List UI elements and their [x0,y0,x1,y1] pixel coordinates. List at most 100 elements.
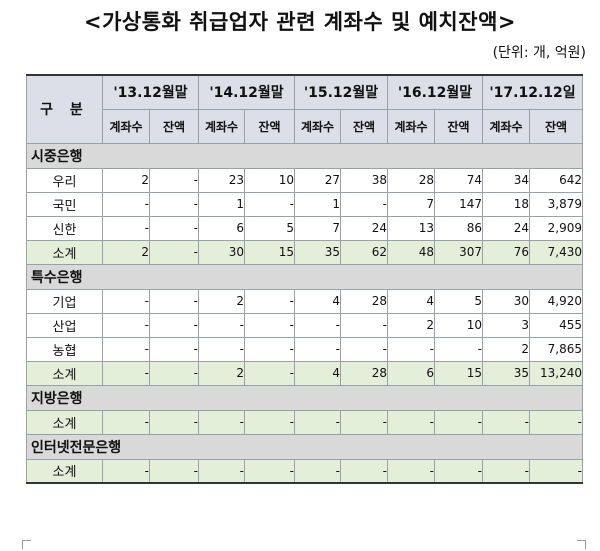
account-count-cell: - [102,215,150,241]
bank-label: 농협 [26,336,103,362]
section-row: 특수은행 [25,263,584,290]
account-count-cell: 23 [198,167,245,193]
subtotal-row: 소계 - - - - - - - - - - [26,458,584,484]
balance-cell: - [149,312,199,338]
account-count-cell: 6 [198,215,245,241]
balance-cell: 74 [434,167,483,193]
balance-cell: 15 [244,239,295,265]
balance-cell: - [149,360,199,386]
balance-cell: - [149,288,199,314]
balance-cell: - [149,167,199,193]
account-count-cell: 1 [294,191,341,217]
account-count-cell: - [294,336,341,362]
account-count-cell: 2 [198,360,245,386]
account-count-cell: - [482,458,530,484]
balance-cell: - [340,191,388,217]
subtotal-label: 소계 [26,239,103,265]
balance-cell: - [434,336,483,362]
section-title: 시중은행 [25,142,584,169]
balance-cell: 2,909 [528,215,584,241]
balance-cell: - [340,458,388,484]
account-count-cell: 3 [482,312,530,338]
balance-cell: 7,865 [528,336,584,362]
balance-cell: - [340,312,388,338]
table-row: 기업 - -2-4 28 4 5 30 4,920 [26,288,584,314]
account-count-cell: 13 [387,215,435,241]
balance-cell: 642 [528,167,584,193]
account-count-cell: - [294,409,341,435]
balance-cell: - [528,458,584,484]
account-count-cell: 4 [387,288,435,314]
balance-subheader: 잔액 [340,108,388,144]
table-row: 산업 - - - - - -2 10 3 455 [26,312,584,338]
balance-cell: 62 [340,239,388,265]
subtotal-row: 소계 - - - - - - - - - - [26,409,584,435]
account-count-cell: - [102,191,150,217]
balance-cell: 7,430 [528,239,584,265]
balance-cell: - [244,288,295,314]
account-count-cell: 2 [198,288,245,314]
balance-cell: 38 [340,167,388,193]
balance-subheader: 잔액 [149,108,199,144]
account-count-cell: 7 [387,191,435,217]
account-count-cell: - [102,336,150,362]
balance-cell: 147 [434,191,483,217]
account-count-cell: - [387,458,435,484]
account-count-cell: 30 [482,288,530,314]
balance-subheader: 잔액 [244,108,295,144]
table-body: 시중은행 우리 2-23 10 27 38 28 74 34 642 국민 - -1-1-7 147 18 3… [25,142,584,484]
table-row: 우리 2-23 10 27 38 28 74 34 642 [26,167,584,193]
account-count-cell: - [294,312,341,338]
account-count-cell: - [102,288,150,314]
balance-cell: - [149,409,199,435]
account-count-cell: - [198,312,245,338]
balance-cell: 13,240 [528,360,584,386]
account-count-cell: 6 [387,360,435,386]
subtotal-label: 소계 [26,409,103,435]
section-title: 특수은행 [25,263,584,290]
table-row: 국민 - -1-1-7 147 18 3,879 [26,191,584,217]
balance-cell: - [340,336,388,362]
unit-note: (단위: 개, 억원) [492,45,586,61]
account-count-cell: 18 [482,191,530,217]
balance-cell: - [340,409,388,435]
account-count-cell: - [387,409,435,435]
table-header: 구 분 '13.12월말 '14.12월말 '15.12월말 '16.12월말 … [26,74,584,144]
bank-label: 우리 [26,167,103,193]
accounts-subheader: 계좌수 [482,108,530,144]
section-title: 인터넷전문은행 [25,433,584,460]
account-count-cell: 27 [294,167,341,193]
balance-cell: - [149,191,199,217]
balance-cell: - [244,336,295,362]
account-count-cell: 2 [482,336,530,362]
subtotal-label: 소계 [26,458,103,484]
balance-cell: - [149,215,199,241]
balance-subheader: 잔액 [528,108,584,144]
page-corner-mark [577,540,586,549]
balance-cell: 3,879 [528,191,584,217]
category-header: 구 분 [26,74,103,144]
account-count-cell: - [294,458,341,484]
subtotal-row: 소계 2-30 15 35 62 48 307 76 7,430 [26,239,584,265]
section-row: 지방은행 [25,384,584,411]
account-count-cell: - [102,409,150,435]
period-header: '15.12월말 [294,74,388,110]
page-corner-mark [22,540,31,549]
account-count-cell: 35 [294,239,341,265]
account-count-cell: 4 [294,360,341,386]
balance-cell: 28 [340,360,388,386]
balance-cell: - [244,191,295,217]
account-count-cell: 34 [482,167,530,193]
balance-cell: - [244,409,295,435]
account-count-cell: - [482,409,530,435]
accounts-subheader: 계좌수 [387,108,435,144]
balance-cell: - [244,360,295,386]
accounts-subheader: 계좌수 [102,108,150,144]
balance-cell: 455 [528,312,584,338]
section-row: 인터넷전문은행 [25,433,584,460]
account-count-cell: 2 [387,312,435,338]
period-header: '14.12월말 [198,74,295,110]
account-count-cell: 2 [102,239,150,265]
balance-cell: - [149,458,199,484]
